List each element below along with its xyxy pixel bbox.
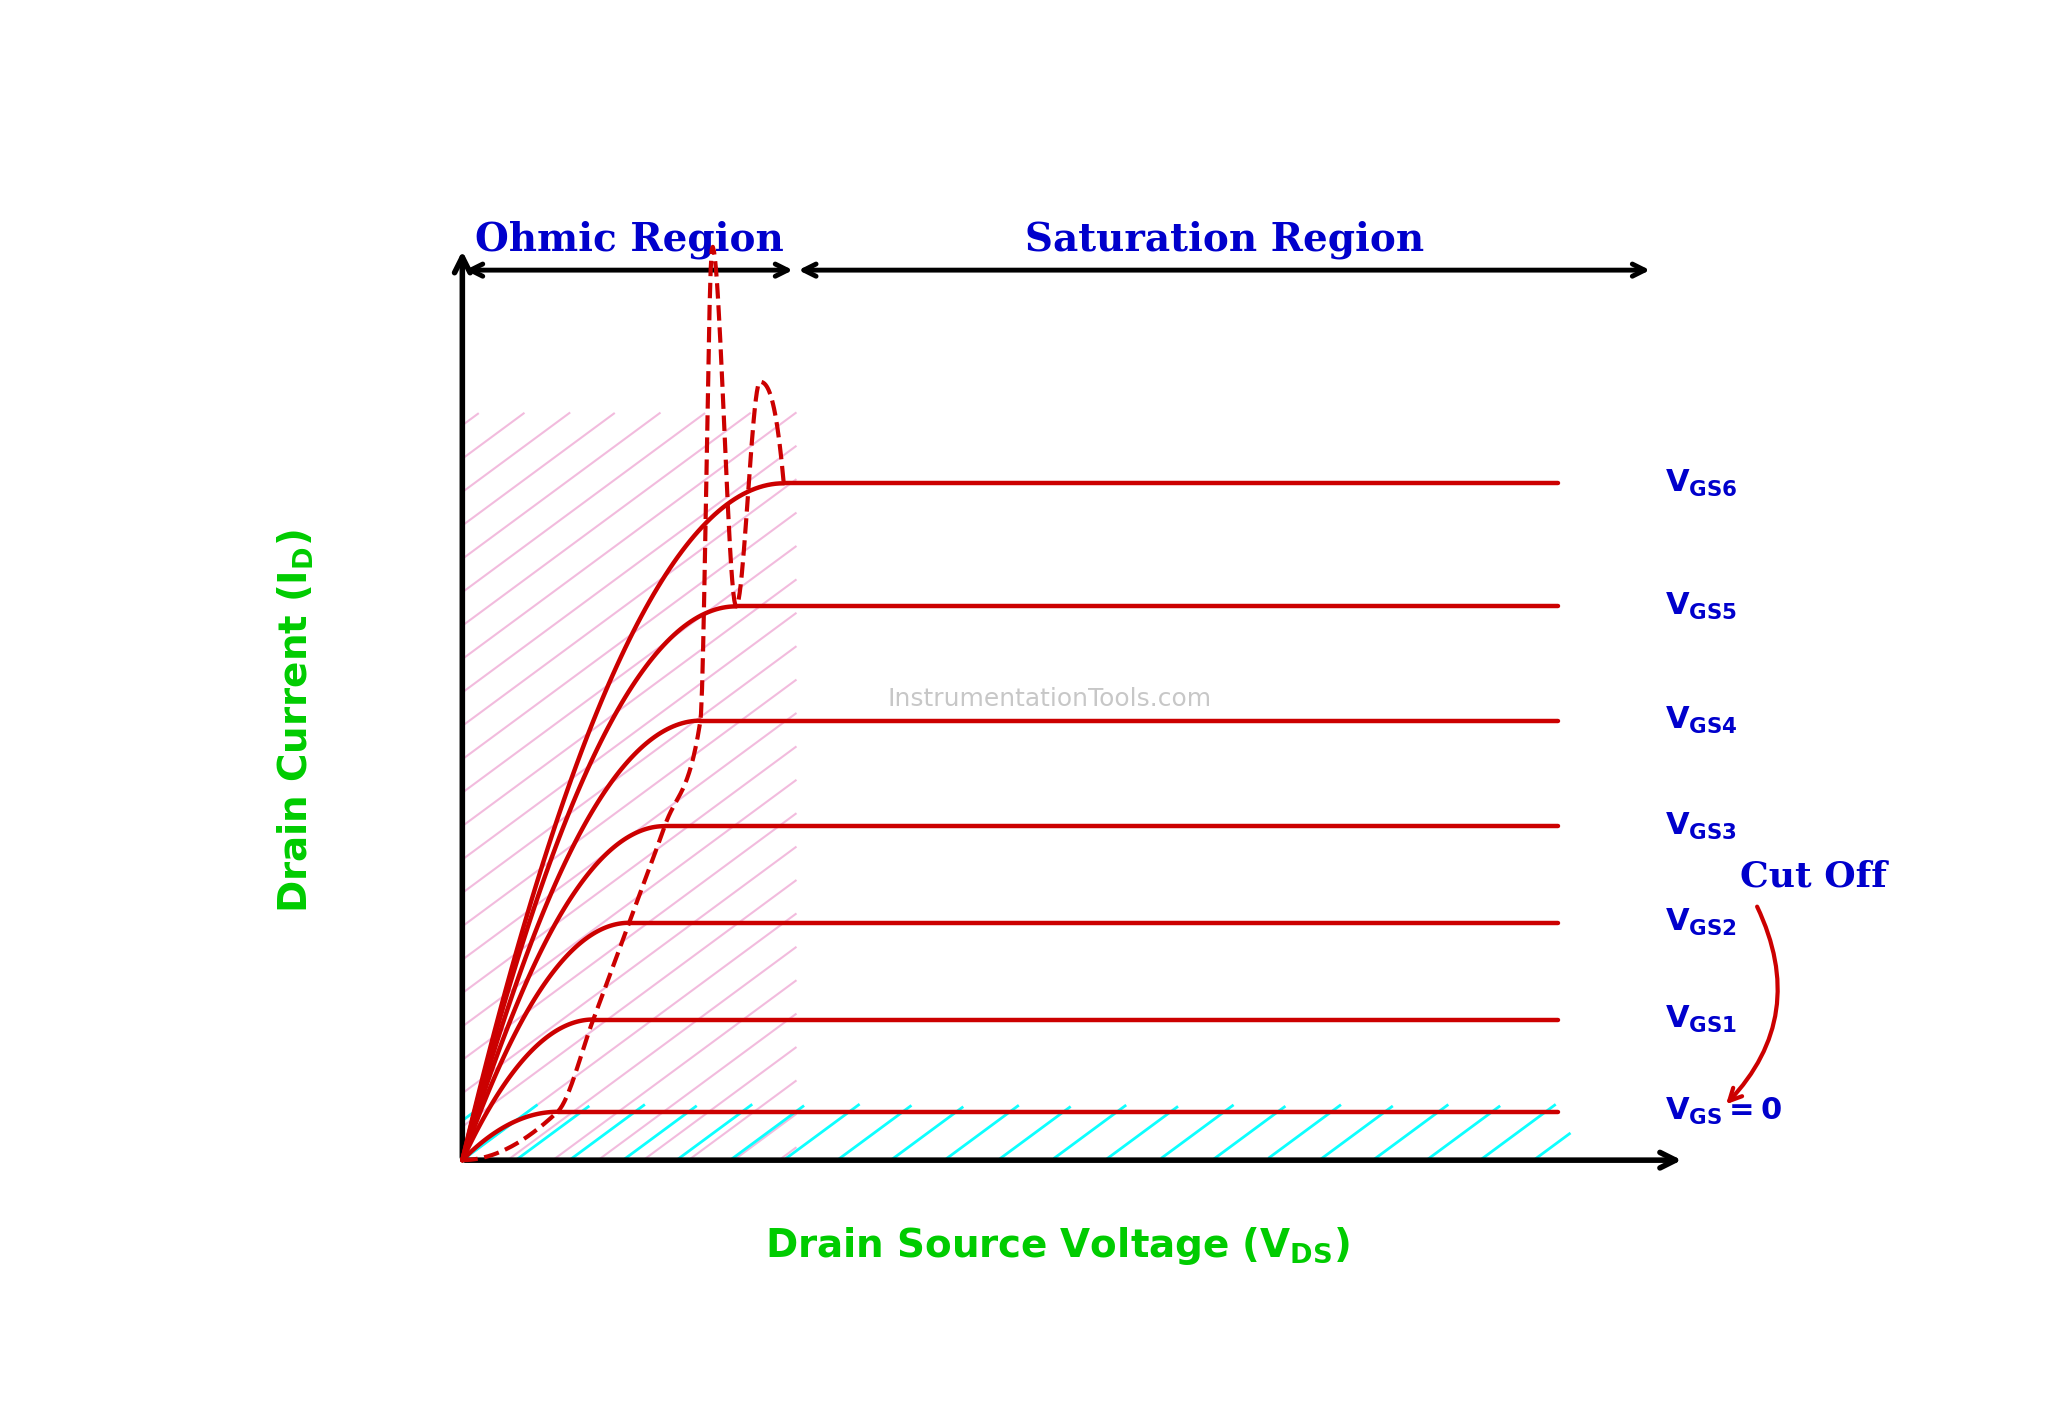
- Text: $\mathbf{V_{GS5}}$: $\mathbf{V_{GS5}}$: [1665, 591, 1737, 622]
- Text: $\mathbf{Drain\ Current\ (I_D)}$: $\mathbf{Drain\ Current\ (I_D)}$: [276, 529, 315, 912]
- Text: $\mathbf{V_{GS}=0}$: $\mathbf{V_{GS}=0}$: [1665, 1096, 1782, 1127]
- Text: $\mathbf{V_{GS4}}$: $\mathbf{V_{GS4}}$: [1665, 705, 1739, 736]
- Text: Saturation Region: Saturation Region: [1024, 220, 1423, 258]
- Text: $\mathbf{Drain\ Source\ Voltage\ (V_{DS})}$: $\mathbf{Drain\ Source\ Voltage\ (V_{DS}…: [766, 1224, 1350, 1267]
- Text: $\mathbf{V_{GS3}}$: $\mathbf{V_{GS3}}$: [1665, 811, 1737, 842]
- Text: Cut Off: Cut Off: [1741, 859, 1886, 893]
- Text: Ohmic Region: Ohmic Region: [475, 220, 784, 258]
- Text: $\mathbf{V_{GS2}}$: $\mathbf{V_{GS2}}$: [1665, 908, 1737, 939]
- Text: InstrumentationTools.com: InstrumentationTools.com: [887, 686, 1212, 711]
- Text: $\mathbf{V_{GS1}}$: $\mathbf{V_{GS1}}$: [1665, 1005, 1737, 1035]
- Text: $\mathbf{V_{GS6}}$: $\mathbf{V_{GS6}}$: [1665, 468, 1739, 499]
